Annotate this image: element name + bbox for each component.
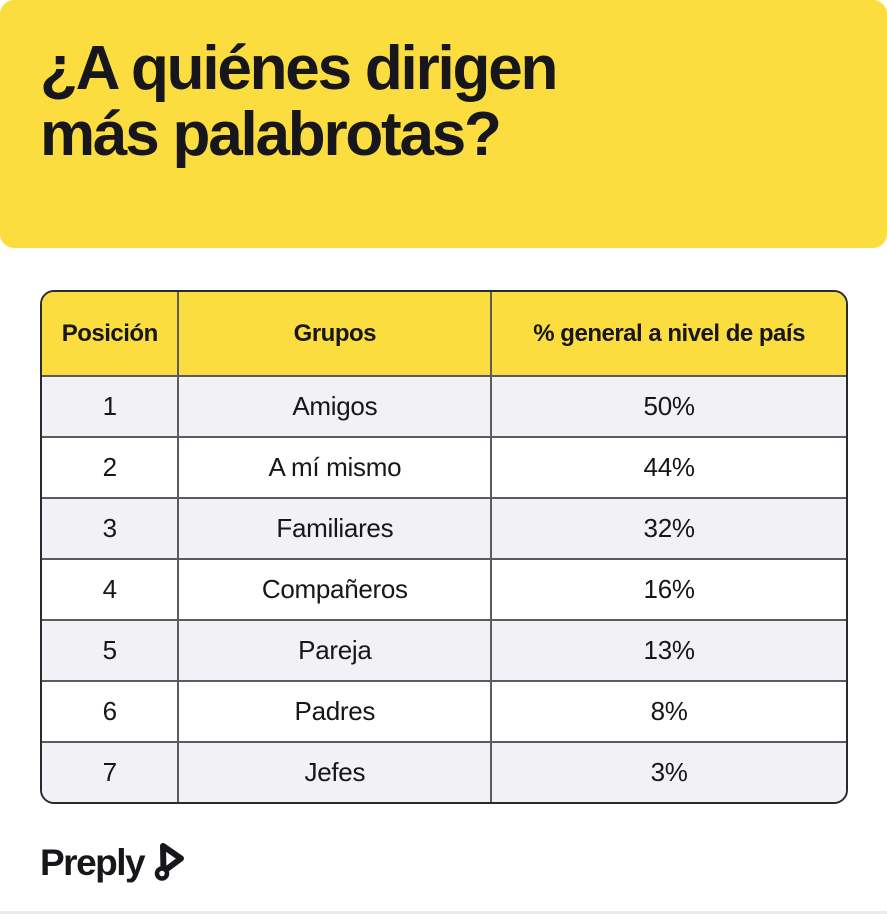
table-row: 4 Compañeros 16% [42,558,846,619]
cell-position: 3 [42,497,180,558]
cell-group: Jefes [179,741,493,802]
cell-group: A mí mismo [179,436,493,497]
hero-banner: ¿A quiénes dirigen más palabrotas? [0,0,887,248]
table-row: 5 Pareja 13% [42,619,846,680]
page-title-line-1: ¿A quiénes dirigen [40,34,558,103]
cell-percent: 44% [492,436,846,497]
cell-group: Familiares [179,497,493,558]
data-table-container: Posición Grupos % general a nivel de paí… [40,290,848,804]
bottom-divider [0,911,887,914]
cell-position: 5 [42,619,180,680]
page-title-line-2: más palabrotas? [40,99,502,169]
page-title: ¿A quiénes dirigen más palabrotas? [40,36,847,167]
cell-position: 2 [42,436,180,497]
cell-percent: 8% [492,680,846,741]
cell-position: 4 [42,558,180,619]
table-row: 6 Padres 8% [42,680,846,741]
swearing-targets-table: Posición Grupos % general a nivel de paí… [42,292,846,802]
cell-percent: 32% [492,497,846,558]
cell-group: Compañeros [179,558,493,619]
cell-percent: 3% [492,741,846,802]
table-row: 1 Amigos 50% [42,375,846,436]
cell-group: Pareja [179,619,493,680]
column-header-grupos: Grupos [179,292,493,375]
cell-group: Amigos [179,375,493,436]
content-area: Posición Grupos % general a nivel de paí… [0,290,887,804]
cell-position: 1 [42,375,180,436]
cell-position: 6 [42,680,180,741]
cell-group: Padres [179,680,493,741]
table-row: 2 A mí mismo 44% [42,436,846,497]
cell-percent: 16% [492,558,846,619]
cell-position: 7 [42,741,180,802]
table-header-row: Posición Grupos % general a nivel de paí… [42,292,846,375]
preply-wordmark: Preply [40,841,146,883]
preply-logo-icon [150,838,192,889]
column-header-percent: % general a nivel de país [492,292,846,375]
column-header-posicion: Posición [42,292,180,375]
table-row: 3 Familiares 32% [42,497,846,558]
footer-brand: Preply [40,836,887,889]
cell-percent: 13% [492,619,846,680]
table-row: 7 Jefes 3% [42,741,846,802]
cell-percent: 50% [492,375,846,436]
